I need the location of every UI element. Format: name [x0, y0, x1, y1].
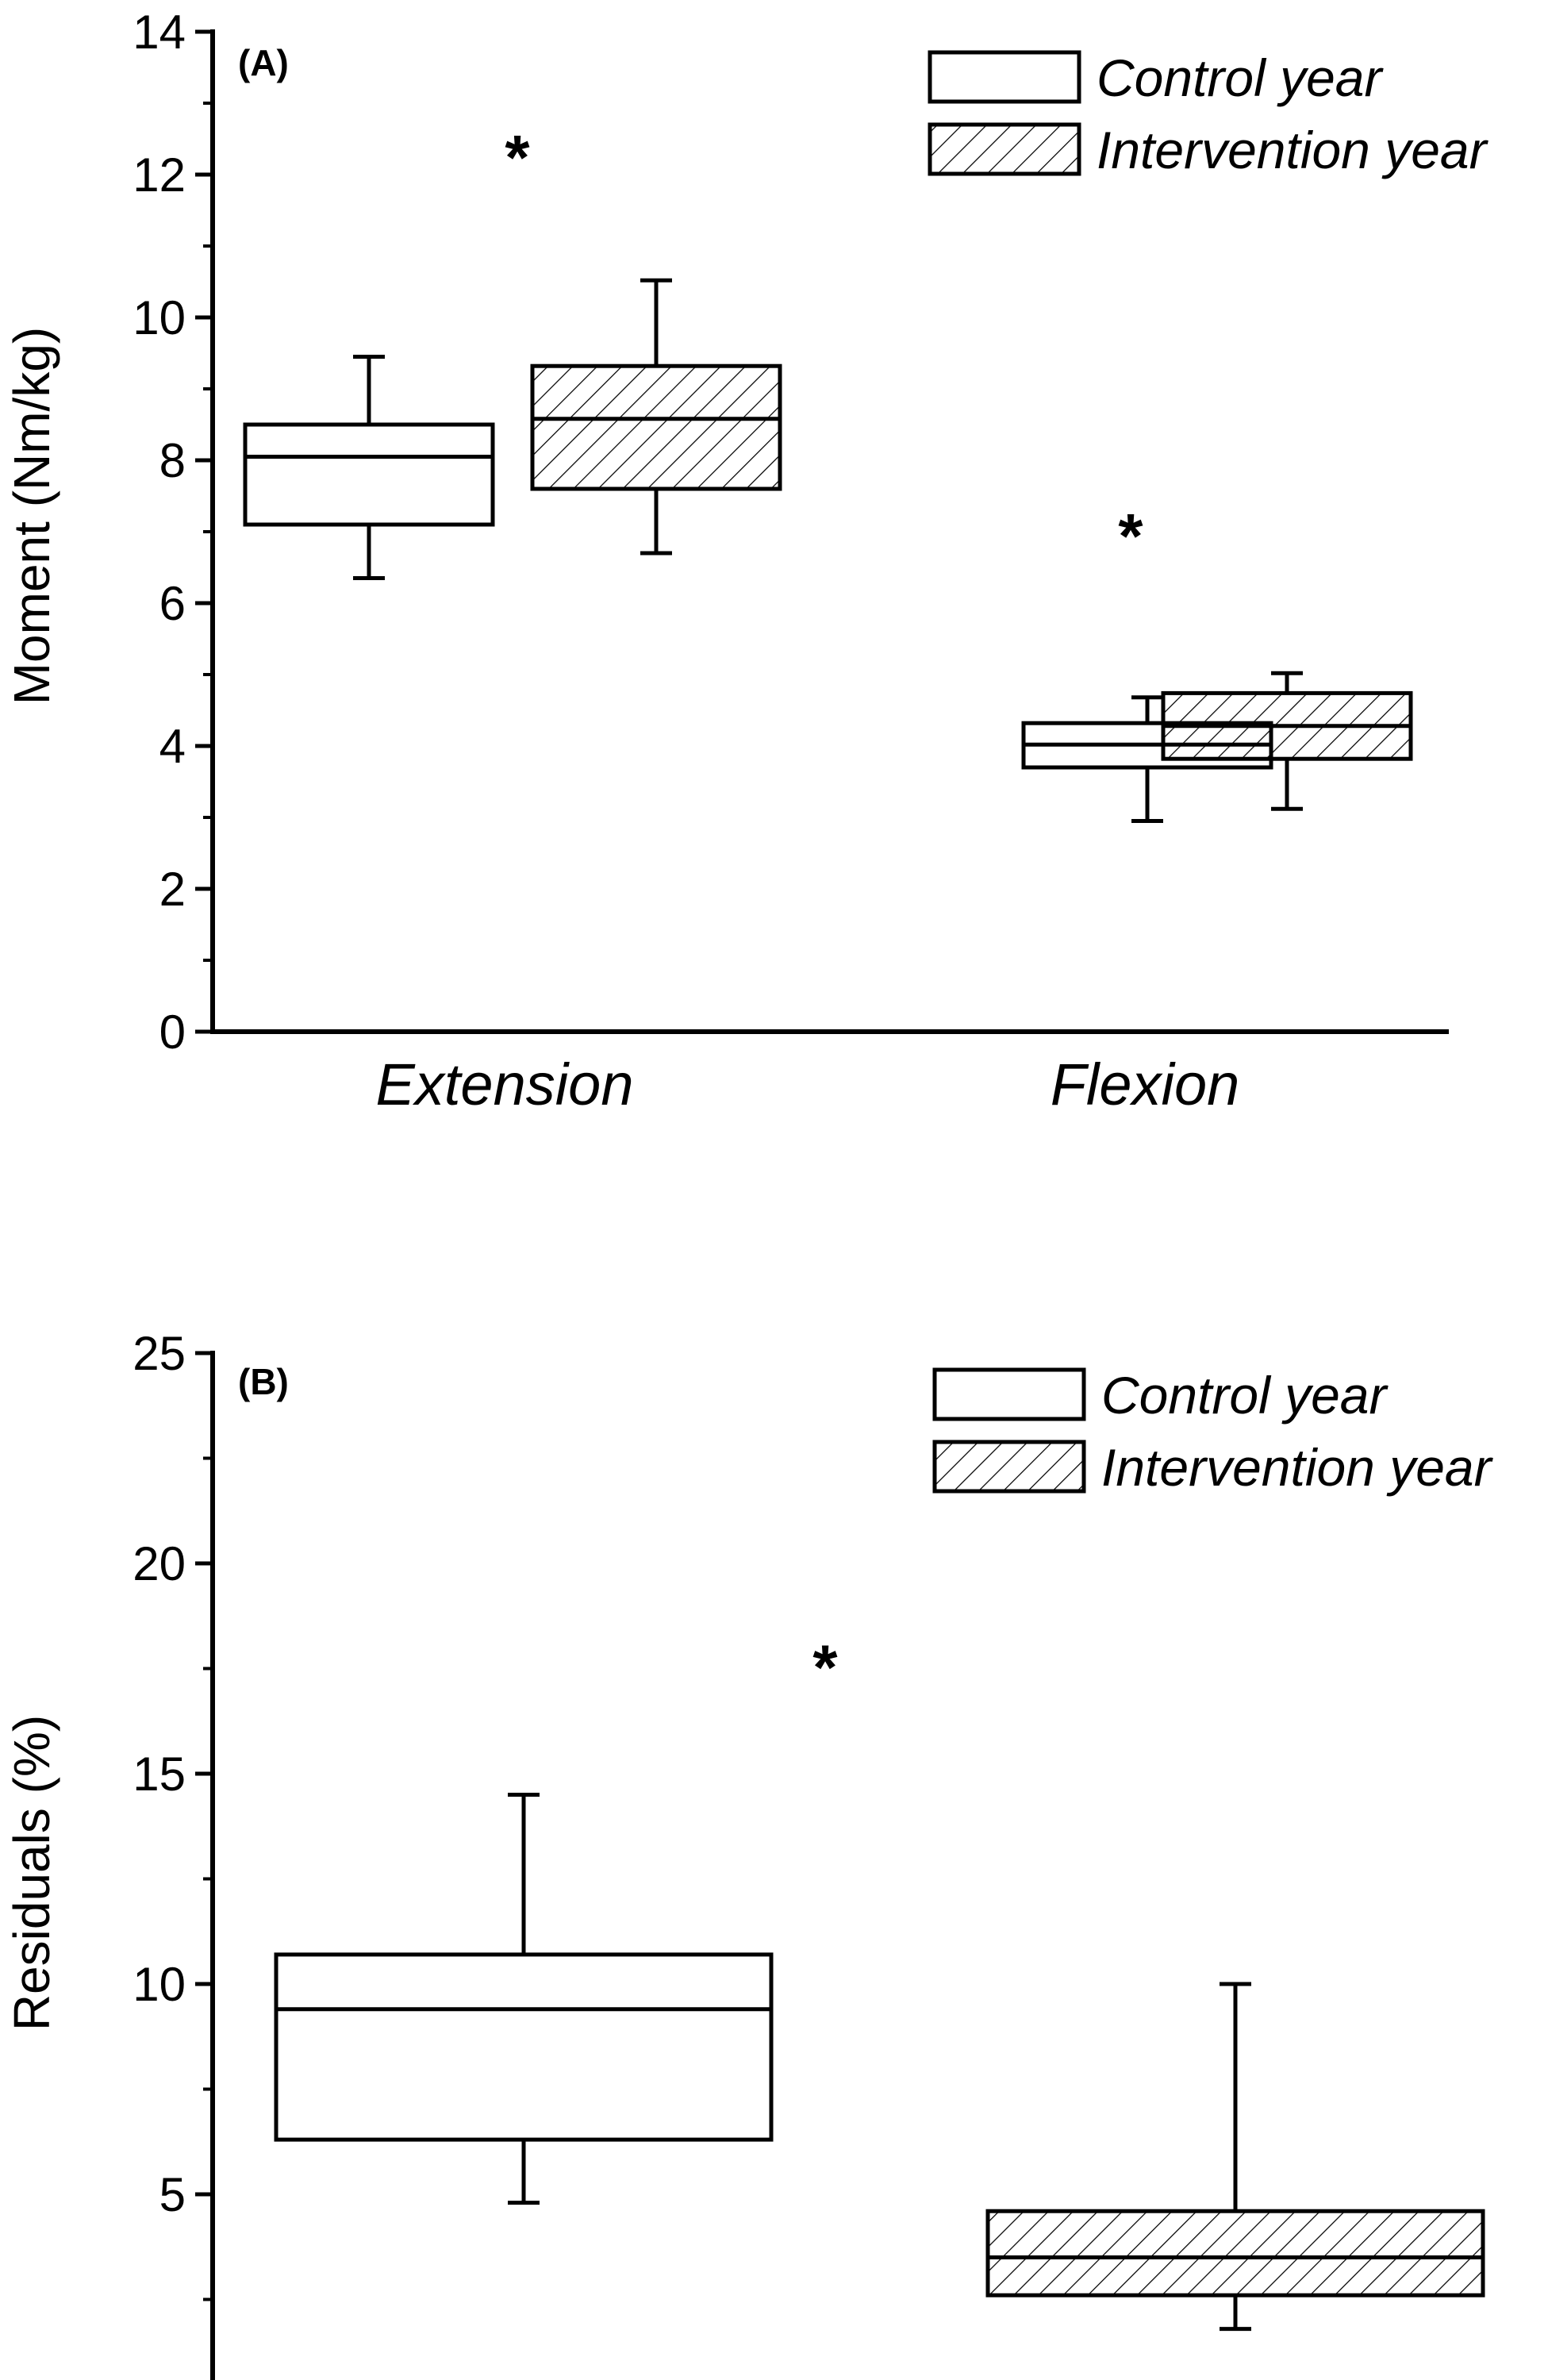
panel-b-y-axis: 0 5 10 15 20 25 [133, 1327, 215, 2380]
panel-b-legend-swatch-control [932, 1367, 1086, 1421]
y-tick-label: 5 [159, 2168, 186, 2221]
box-plot-control-year [274, 1793, 774, 2205]
y-tick-label: 0 [159, 2378, 186, 2380]
y-tick-label: 25 [133, 1327, 186, 1380]
panel-a-label: (A) [238, 42, 289, 83]
box-iqr [243, 422, 495, 527]
panel-a-category-flexion: Flexion [1051, 1052, 1240, 1117]
box-iqr [274, 1952, 774, 2142]
y-tick-label: 2 [159, 863, 186, 916]
panel-b-chart: (B) Residuals (%) 0 5 10 15 20 25 Control yea… [3, 1327, 1494, 2380]
panel-a-legend-control: Control year [1097, 48, 1385, 107]
panel-b-legend-swatch-intervention [932, 1440, 1086, 1494]
significance-asterisk: * [812, 1632, 838, 1703]
y-tick-label: 4 [159, 720, 186, 773]
panel-b-annotations: * [812, 1632, 838, 1703]
box-plot-intervention-year [530, 278, 782, 556]
panel-b-y-axis-title: Residuals (%) [3, 1715, 60, 2031]
panel-a-y-axis-title: Moment (Nm/kg) [3, 327, 60, 706]
box-plot-intervention-year [985, 1982, 1485, 2332]
panel-a-legend-swatch-control [928, 50, 1081, 104]
box-iqr [985, 2209, 1485, 2297]
box-plot-control-year [243, 355, 495, 580]
panel-a-y-axis: 0 2 4 6 8 10 12 14 [133, 6, 1449, 1059]
y-tick-label: 10 [133, 1958, 186, 2011]
panel-a-legend-swatch-intervention [928, 122, 1081, 176]
panel-b-boxes [274, 1793, 1485, 2332]
y-tick-label: 6 [159, 577, 186, 630]
panel-b-legend: Control year Intervention year [932, 1366, 1494, 1497]
y-tick-label: 0 [159, 1005, 186, 1059]
panel-b-legend-control: Control year [1101, 1366, 1389, 1425]
panel-a-legend: Control year Intervention year [928, 48, 1489, 179]
y-tick-label: 8 [159, 434, 186, 487]
y-tick-label: 20 [133, 1537, 186, 1590]
panel-a-boxes [243, 278, 1413, 823]
panel-b-legend-intervention: Intervention year [1101, 1438, 1494, 1497]
box-plot-intervention-year [1161, 671, 1413, 811]
y-tick-label: 10 [133, 291, 186, 344]
y-tick-label: 15 [133, 1748, 186, 1801]
y-tick-label: 12 [133, 148, 186, 202]
panel-a-category-extension: Extension [376, 1052, 634, 1117]
box-iqr [530, 363, 782, 491]
panel-a-legend-intervention: Intervention year [1097, 121, 1489, 179]
panel-a-chart: (A) Moment (Nm/kg) 0 2 4 6 8 10 12 14 Extension… [3, 6, 1489, 1117]
y-tick-label: 14 [133, 6, 186, 59]
significance-asterisk: * [505, 122, 530, 193]
significance-asterisk: * [1118, 501, 1143, 571]
panel-b-label: (B) [238, 1361, 289, 1402]
panel-a-annotations: ** [505, 122, 1143, 571]
